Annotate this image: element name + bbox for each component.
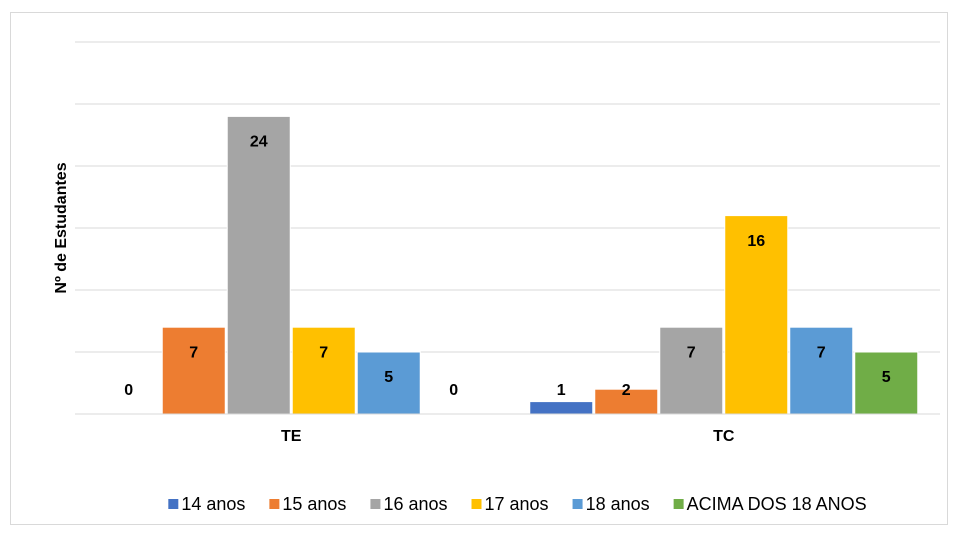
bar bbox=[789, 326, 854, 415]
data-label: 2 bbox=[622, 382, 631, 399]
data-label: 0 bbox=[449, 382, 458, 399]
legend-label: 16 anos bbox=[383, 494, 447, 514]
legend-label: 14 anos bbox=[181, 494, 245, 514]
data-label: 24 bbox=[250, 134, 268, 151]
legend-swatch bbox=[370, 499, 381, 509]
data-label: 7 bbox=[687, 344, 696, 361]
bar bbox=[854, 351, 919, 415]
bar bbox=[291, 326, 356, 415]
legend-label: 15 anos bbox=[282, 494, 346, 514]
bar bbox=[594, 388, 659, 415]
legend-label: ACIMA DOS 18 ANOS bbox=[687, 494, 867, 514]
data-label: 7 bbox=[319, 344, 328, 361]
legend-label: 17 anos bbox=[485, 494, 549, 514]
data-label: 0 bbox=[124, 382, 133, 399]
data-label: 7 bbox=[817, 344, 826, 361]
legend-label: 18 anos bbox=[586, 494, 650, 514]
data-label: 5 bbox=[882, 369, 891, 386]
legend-swatch bbox=[168, 499, 179, 509]
bar bbox=[161, 326, 226, 415]
legend-swatch bbox=[269, 499, 280, 509]
bar bbox=[529, 401, 594, 415]
legend-swatch bbox=[572, 499, 583, 509]
bar bbox=[659, 326, 724, 415]
chart-frame bbox=[10, 12, 948, 525]
x-tick-label: TC bbox=[713, 428, 735, 445]
x-tick-label: TE bbox=[281, 428, 302, 445]
legend-swatch bbox=[673, 499, 684, 509]
data-label: 7 bbox=[189, 344, 198, 361]
bar bbox=[724, 215, 789, 415]
bar bbox=[226, 115, 291, 415]
y-axis-title: Nº de Estudantes bbox=[53, 162, 70, 293]
data-label: 1 bbox=[557, 382, 566, 399]
data-label: 5 bbox=[384, 369, 393, 386]
legend-swatch bbox=[471, 499, 482, 509]
data-label: 16 bbox=[747, 233, 765, 250]
